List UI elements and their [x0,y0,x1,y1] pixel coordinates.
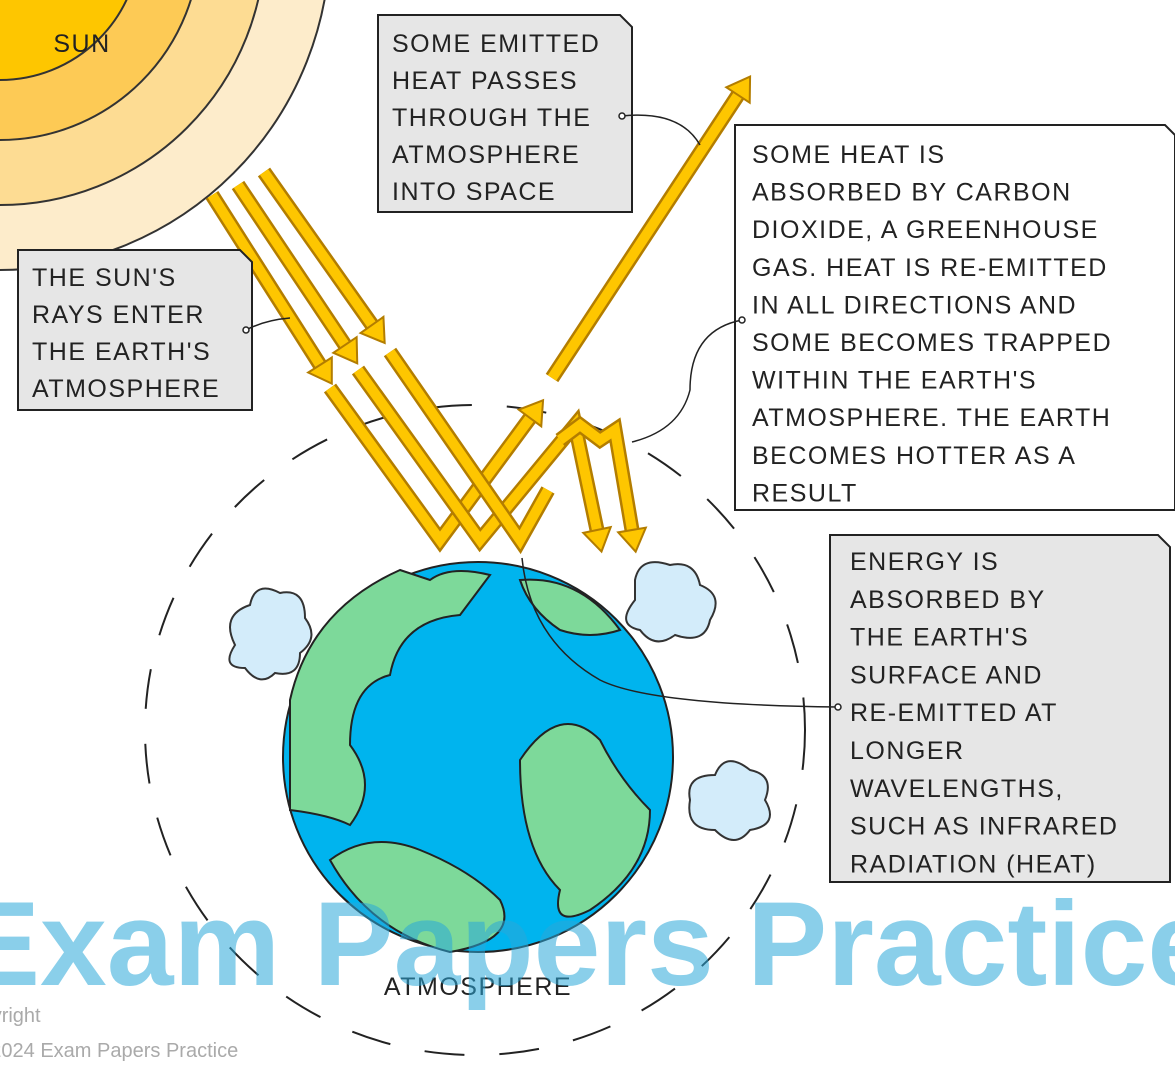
ray [259,169,377,328]
arrowhead [616,526,648,554]
box-text: SURFACE AND [850,661,1043,689]
arrowhead [358,315,386,345]
arrowhead [306,355,333,386]
ray [207,192,325,368]
box-text: ATMOSPHERE [392,141,580,169]
box-text: RE-EMITTED AT [850,699,1058,727]
box-text: THE EARTH'S [32,338,211,366]
box-text: ATMOSPHERE. THE EARTH [752,404,1111,432]
ray-outline [351,365,605,553]
ray [557,418,637,531]
box-text: SUCH AS INFRARED [850,813,1118,841]
box-text: THE EARTH'S [850,624,1029,652]
box-text: GAS. HEAT IS RE-EMITTED [752,254,1108,282]
ray [353,367,602,549]
box-text: THROUGH THE [392,104,591,132]
callouts [242,112,842,711]
box-text: RAYS ENTER [32,301,205,329]
box-text: DIOXIDE, A GREENHOUSE [752,216,1099,244]
box-text: IN ALL DIRECTIONS AND [752,291,1077,319]
ray [233,182,350,348]
atmosphere-label: ATMOSPHERE [384,973,572,1001]
box-text: RADIATION (HEAT) [850,850,1097,878]
copyright: Copyright [0,1005,41,1027]
ray [547,92,743,381]
box-text: SOME BECOMES TRAPPED [752,329,1112,357]
sun-label: SUN [53,30,110,58]
box-text: WAVELENGTHS, [850,775,1064,803]
box-text: HEAT PASSES [392,67,578,95]
ray [385,349,553,550]
arrowhead [724,75,752,105]
box-text: RESULT [752,479,858,507]
box-text: LONGER [850,737,965,765]
clouds [228,561,771,841]
sun [0,0,326,271]
box-text: INTO SPACE [392,178,556,206]
box-text: ATMOSPHERE [32,375,220,403]
box-text: BECOMES HOTTER AS A [752,442,1076,470]
copyright: © 2024 Exam Papers Practice [0,1040,238,1062]
box-text: ENERGY IS [850,548,999,576]
text-boxes: SOME EMITTED HEAT PASSES THROUGH THE ATMOSP… [17,14,1175,883]
arrowhead [516,398,545,429]
atmosphere-boundary [144,404,806,1056]
ray [325,385,535,549]
box-text: ABSORBED BY [850,586,1046,614]
box-text: ABSORBED BY CARBON [752,179,1072,207]
box-text: THE SUN'S [32,264,177,292]
earth [282,561,674,954]
arrowhead [331,335,359,365]
arrowhead [581,525,613,554]
box-text: SOME HEAT IS [752,141,946,169]
heat-rays [205,75,752,555]
box-text: WITHIN THE EARTH'S [752,367,1037,395]
watermark: Exam Papers Practice [0,877,1175,1011]
box-text: SOME EMITTED [392,30,600,58]
